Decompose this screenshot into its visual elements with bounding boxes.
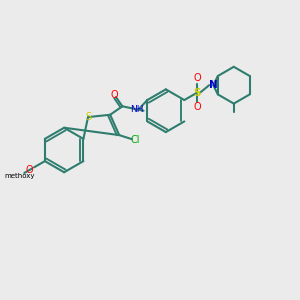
Text: O: O xyxy=(26,165,33,175)
Text: O: O xyxy=(110,90,118,100)
Text: S: S xyxy=(194,88,201,98)
Text: O: O xyxy=(194,102,201,112)
Text: methoxy: methoxy xyxy=(5,172,35,178)
Text: NH: NH xyxy=(130,105,143,114)
Text: Cl: Cl xyxy=(130,135,140,145)
Text: N: N xyxy=(208,80,217,90)
Text: S: S xyxy=(85,112,91,122)
Text: O: O xyxy=(194,74,201,83)
